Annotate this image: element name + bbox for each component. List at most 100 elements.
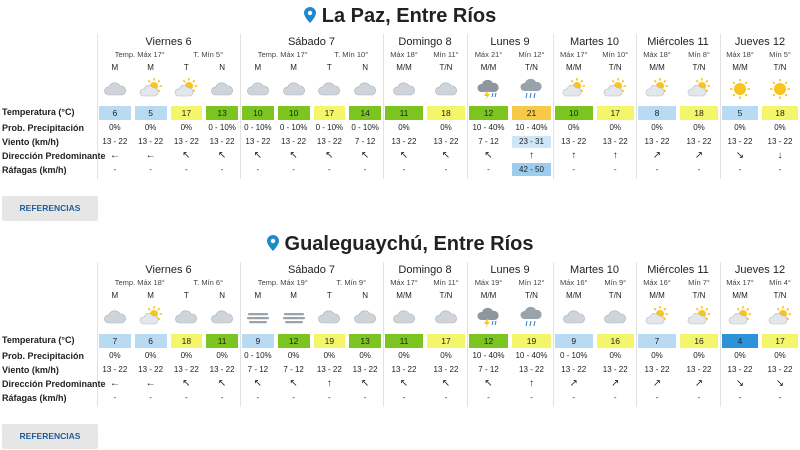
precip-value: 0% (651, 123, 663, 132)
temperature-cell: 5 (722, 106, 758, 120)
wind-value: 7 - 12 (478, 137, 499, 146)
partly-sun-icon (686, 78, 712, 100)
referencias-button[interactable]: REFERENCIAS (2, 424, 98, 449)
gust-value: - (149, 393, 152, 402)
day-separator (240, 262, 241, 407)
period-label: T (326, 291, 332, 300)
precip-value: 0% (180, 123, 193, 132)
wind-direction-arrow: ↗ (652, 378, 662, 389)
day-header[interactable]: Lunes 9 (490, 36, 530, 48)
cloud-icon (209, 78, 235, 100)
wind-direction-arrow: ← (109, 378, 120, 389)
period-label: T/N (773, 291, 787, 300)
period-label: T/N (692, 291, 706, 300)
gust-value: - (220, 393, 224, 402)
precip-value: 10 - 40% (515, 123, 548, 132)
wind-value: 13 - 22 (209, 137, 235, 146)
wind-value: 13 - 22 (727, 365, 753, 374)
wind-direction-arrow: ↘ (775, 378, 785, 389)
min-temp: T. Mín 5° (193, 50, 224, 59)
day-header[interactable]: Domingo 8 (398, 264, 452, 276)
temperature-cell: 18 (170, 334, 203, 348)
wind-direction-arrow: ↖ (182, 150, 191, 161)
day-header[interactable]: Sábado 7 (287, 264, 336, 276)
max-temp: Temp. Máx 19° (257, 278, 308, 287)
sun-icon (727, 78, 753, 100)
partly-sun-icon (138, 306, 164, 328)
gust-value: - (363, 165, 367, 174)
period-label: M/M (732, 291, 748, 300)
day-header[interactable]: Jueves 12 (734, 264, 786, 276)
row-label: Dirección Predominante (2, 379, 106, 389)
temperature-cell: 6 (134, 334, 167, 348)
wind-direction-arrow: ↖ (253, 150, 263, 161)
day-header[interactable]: Viernes 6 (145, 264, 192, 276)
max-temp: Máx 18° (390, 50, 418, 59)
min-temp: Mín 11° (433, 50, 459, 59)
wind-value: 13 - 22 (644, 137, 670, 146)
temperature-cell: 5 (134, 106, 167, 120)
max-temp: Temp. Máx 17° (257, 50, 308, 59)
precip-value: 10 - 40% (472, 123, 505, 132)
wind-direction-arrow: ↖ (399, 150, 409, 161)
wind-direction-arrow: ↖ (441, 150, 451, 161)
temperature-cell: 9 (242, 334, 274, 348)
day-header[interactable]: Lunes 9 (490, 264, 530, 276)
wind-direction-arrow: ↑ (529, 150, 534, 161)
temperature-cell: 17 (427, 334, 465, 348)
sun-icon (767, 78, 793, 100)
max-temp: Máx 17° (559, 50, 588, 59)
day-separator (720, 34, 721, 179)
period-label: T/N (608, 291, 622, 300)
period-label: M (111, 63, 119, 72)
wind-value: 13 - 22 (173, 137, 199, 146)
period-label: M/M (565, 63, 582, 72)
day-header[interactable]: Sábado 7 (287, 36, 336, 48)
gust-value: - (220, 165, 224, 174)
gust-value: - (256, 165, 260, 174)
rain-icon (519, 306, 545, 328)
wind-direction-arrow: ↖ (441, 378, 451, 389)
temperature-cell: 7 (99, 334, 131, 348)
period-label: N (219, 291, 226, 300)
precip-value: 0% (323, 351, 336, 360)
temperature-cell: 18 (762, 106, 798, 120)
gust-value: - (363, 393, 367, 402)
storm-icon (476, 78, 502, 100)
wind-direction-arrow: ↖ (289, 150, 298, 161)
period-label: T/N (525, 291, 538, 300)
day-header[interactable]: Martes 10 (570, 36, 619, 48)
precip-value: 0% (144, 123, 157, 132)
wind-value: 13 - 22 (391, 137, 417, 146)
wind-value: 13 - 22 (138, 137, 164, 146)
partly-sun-icon (138, 78, 164, 100)
temperature-cell: 14 (349, 106, 381, 120)
wind-direction-arrow: ↖ (484, 150, 493, 161)
day-header[interactable]: Domingo 8 (398, 36, 452, 48)
wind-direction-arrow: ↗ (694, 378, 704, 389)
day-header[interactable]: Martes 10 (570, 264, 619, 276)
wind-direction-arrow: ← (109, 150, 120, 161)
gust-value: - (613, 393, 617, 402)
day-header[interactable]: Jueves 12 (734, 36, 786, 48)
precip-value: 0 - 10% (244, 351, 272, 360)
day-header[interactable]: Miércoles 11 (647, 36, 709, 48)
day-header[interactable]: Miércoles 11 (647, 264, 709, 276)
wind-direction-arrow: ← (145, 150, 156, 161)
precip-value: 0% (440, 123, 452, 132)
precip-value: 0% (216, 351, 228, 360)
period-label: N (362, 291, 369, 300)
gust-value: - (444, 393, 448, 402)
precip-value: 0% (609, 123, 622, 132)
referencias-button[interactable]: REFERENCIAS (2, 196, 98, 221)
map-pin-icon (303, 4, 316, 30)
temperature-cell: 12 (469, 106, 508, 120)
day-separator (97, 34, 98, 179)
temperature-cell: 11 (206, 334, 238, 348)
day-header[interactable]: Viernes 6 (145, 36, 192, 48)
temperature-cell: 4 (722, 334, 758, 348)
row-label: Prob. Precipitación (2, 123, 85, 133)
partly-sun-icon (686, 306, 712, 328)
gust-value: - (292, 165, 295, 174)
gust-value: - (256, 393, 260, 402)
